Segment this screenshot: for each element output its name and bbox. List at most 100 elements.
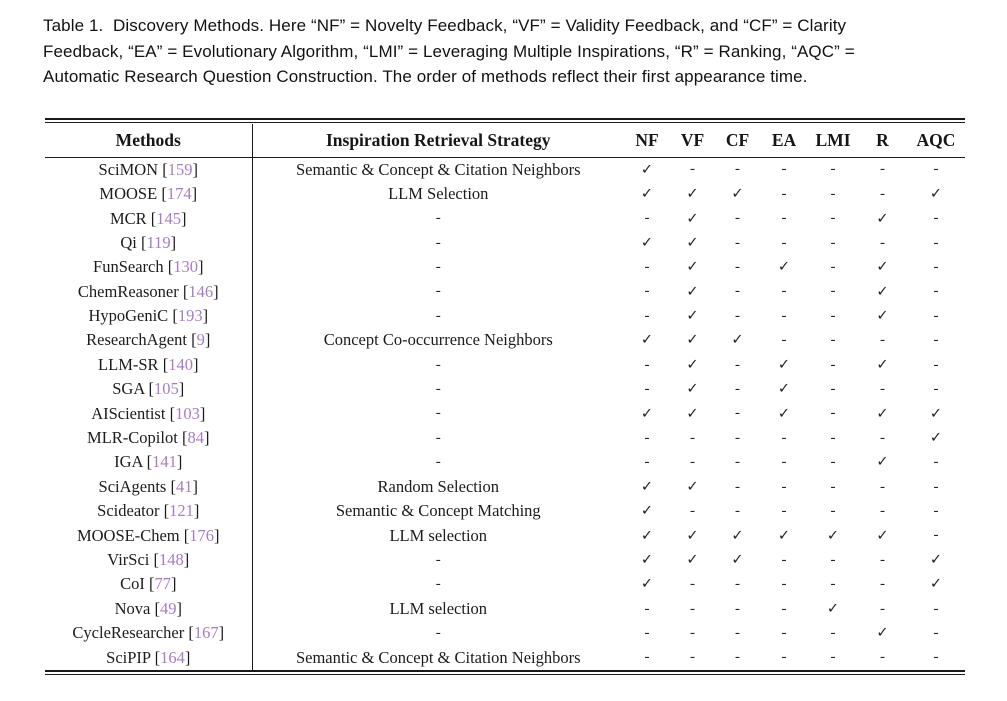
dash-mark: - — [880, 576, 885, 593]
method-cell: MLR-Copilot [84] — [45, 426, 253, 451]
citation-link[interactable]: 49 — [159, 598, 177, 618]
citation-link[interactable]: 174 — [166, 184, 192, 204]
check-mark: ✓ — [686, 527, 699, 544]
dash-mark: - — [735, 478, 740, 495]
strategy-cell: - — [435, 454, 441, 471]
dash-mark: - — [933, 381, 939, 397]
method-name: HypoGeniC — [88, 306, 169, 326]
table-bottom-rule-thin — [45, 673, 965, 675]
check-mark: ✓ — [777, 356, 791, 373]
method-name: SciMON — [98, 159, 159, 179]
citation-link[interactable]: 119 — [146, 232, 171, 252]
citation-link[interactable]: 77 — [154, 574, 171, 594]
method-name: VirSci — [107, 549, 150, 569]
dash-mark: - — [830, 210, 836, 227]
strategy-cell: - — [435, 234, 441, 251]
citation-bracket-open: [ — [150, 647, 161, 667]
dash-mark: - — [781, 502, 787, 519]
citation-bracket-open: [ — [158, 354, 169, 374]
strategy-cell: - — [435, 259, 441, 276]
citation-bracket-close: ] — [202, 306, 209, 326]
dash-mark: - — [735, 210, 740, 227]
citation-link[interactable]: 105 — [153, 379, 179, 399]
citation-link[interactable]: 84 — [187, 428, 204, 448]
header-methods: Methods — [45, 123, 253, 158]
strategy-cell: - — [435, 356, 441, 373]
citation-link[interactable]: 121 — [169, 501, 194, 521]
check-mark: ✓ — [640, 332, 654, 349]
dash-mark: - — [781, 649, 787, 666]
dash-mark: - — [880, 551, 885, 568]
citation-bracket-close: ] — [193, 501, 200, 521]
dash-mark: - — [735, 381, 740, 397]
check-mark: ✓ — [929, 551, 943, 568]
citation-bracket-open: [ — [150, 598, 160, 618]
dash-mark: - — [735, 161, 740, 178]
check-mark: ✓ — [686, 478, 699, 495]
citation-link[interactable]: 103 — [175, 403, 200, 423]
citation-bracket-close: ] — [176, 452, 183, 472]
check-mark: ✓ — [640, 405, 654, 422]
dash-mark: - — [880, 234, 885, 251]
citation-link[interactable]: 9 — [196, 330, 205, 350]
citation-link[interactable]: 159 — [167, 159, 193, 179]
citation-bracket-open: [ — [178, 281, 189, 301]
strategy-cell: - — [435, 576, 441, 593]
dash-mark: - — [644, 600, 650, 617]
dash-mark: - — [830, 185, 836, 202]
method-cell: Nova [49] — [45, 596, 253, 622]
citation-link[interactable]: 130 — [173, 257, 198, 277]
citation-bracket-open: [ — [179, 525, 190, 545]
citation-link[interactable]: 148 — [158, 549, 184, 569]
citation-bracket-close: ] — [176, 598, 182, 618]
dash-mark: - — [933, 161, 939, 178]
check-mark: ✓ — [876, 454, 889, 471]
check-mark: ✓ — [640, 576, 654, 593]
citation-bracket-close: ] — [203, 428, 210, 448]
dash-mark: - — [735, 600, 740, 617]
check-mark: ✓ — [686, 551, 699, 568]
check-mark: ✓ — [876, 210, 889, 227]
check-mark: ✓ — [686, 356, 699, 373]
method-cell: Scideator [121] — [45, 499, 253, 524]
table-row: SciPIP [164] Semantic & Concept & Citatio… — [45, 645, 965, 670]
check-mark: ✓ — [826, 600, 840, 617]
citation-bracket-open: [ — [146, 208, 157, 228]
citation-bracket-close: ] — [192, 354, 199, 374]
method-cell: Qi [119] — [45, 230, 253, 256]
dash-mark: - — [830, 259, 836, 276]
dash-mark: - — [933, 600, 939, 617]
check-mark: ✓ — [731, 551, 744, 568]
citation-link[interactable]: 176 — [189, 525, 215, 545]
strategy-cell: Semantic & Concept & Citation Neighbors — [295, 159, 581, 179]
dash-mark: - — [644, 381, 650, 397]
check-mark: ✓ — [876, 527, 889, 544]
citation-bracket-open: [ — [163, 257, 174, 277]
dash-mark: - — [781, 551, 787, 568]
method-cell: LLM-SR [140] — [45, 352, 253, 378]
dash-mark: - — [644, 624, 650, 641]
check-mark: ✓ — [640, 234, 654, 251]
citation-link[interactable]: 167 — [193, 623, 219, 643]
table-row: FunSearch [130] - - ✓ - ✓ - ✓ - — [45, 255, 965, 280]
dash-mark: - — [781, 600, 787, 617]
citation-link[interactable]: 145 — [156, 208, 182, 228]
table-row: IGA [141] - - - - - - ✓ - — [45, 450, 965, 475]
dash-mark: - — [644, 454, 650, 471]
citation-link[interactable]: 41 — [175, 476, 193, 496]
citation-link[interactable]: 146 — [188, 281, 214, 301]
header-aqc: AQC — [907, 123, 965, 158]
citation-link[interactable]: 193 — [177, 306, 203, 326]
dash-mark: - — [830, 234, 836, 251]
dash-mark: - — [880, 332, 885, 349]
citation-link[interactable]: 164 — [160, 647, 185, 667]
check-mark: ✓ — [640, 551, 654, 568]
citation-bracket-close: ] — [192, 476, 198, 496]
table-row: ChemReasoner [146] - - ✓ - - - ✓ - — [45, 279, 965, 305]
citation-bracket-close: ] — [191, 184, 198, 204]
citation-bracket-open: [ — [158, 159, 168, 179]
dash-mark: - — [933, 624, 939, 641]
citation-link[interactable]: 141 — [152, 452, 177, 472]
citation-link[interactable]: 140 — [168, 354, 193, 374]
dash-mark: - — [644, 429, 650, 446]
